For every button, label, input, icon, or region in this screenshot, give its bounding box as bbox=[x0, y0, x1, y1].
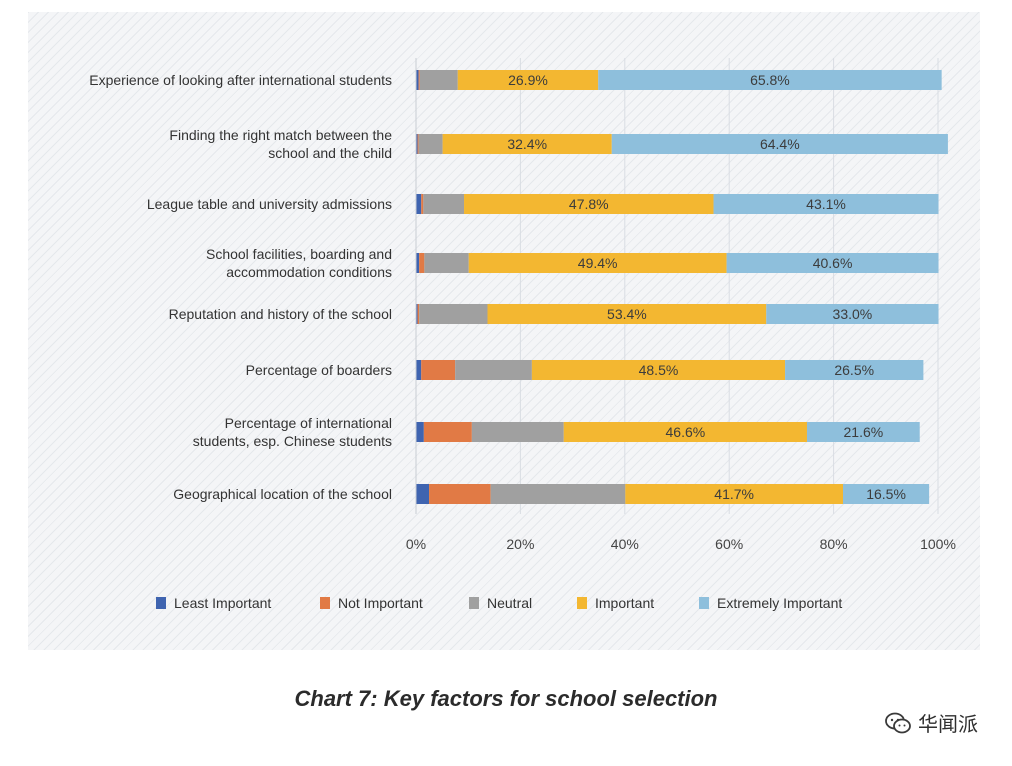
category-label: Finding the right match between the schoo… bbox=[169, 127, 392, 161]
bar-segment bbox=[713, 194, 939, 214]
data-label: 64.4% bbox=[760, 136, 800, 152]
bar-segment bbox=[416, 484, 430, 504]
stacked-bar-chart: 0% 20% 40% 60% 80% 100% Experience of looking … bbox=[89, 58, 956, 611]
bar-segment bbox=[416, 70, 419, 90]
bar-segment bbox=[416, 360, 422, 380]
bar-segment bbox=[424, 253, 469, 273]
legend-swatch bbox=[469, 597, 479, 609]
data-label: 47.8% bbox=[569, 196, 609, 212]
bar-segment bbox=[842, 484, 930, 504]
bar-segment bbox=[419, 304, 488, 324]
chart-panel: 0% 20% 40% 60% 80% 100% Experience of looking … bbox=[28, 12, 980, 650]
bar-segment bbox=[417, 304, 420, 324]
legend-swatch bbox=[699, 597, 709, 609]
data-label: 33.0% bbox=[833, 306, 873, 322]
data-label: 53.4% bbox=[607, 306, 647, 322]
bar-segment bbox=[416, 194, 422, 214]
data-label: 21.6% bbox=[844, 424, 884, 440]
x-tick-label: 80% bbox=[820, 536, 848, 552]
x-tick-label: 20% bbox=[506, 536, 534, 552]
bar-segment bbox=[464, 194, 714, 214]
category-label: School facilities, boarding and accommoda… bbox=[206, 246, 392, 280]
bar-segment bbox=[785, 360, 924, 380]
legend-label: Important bbox=[595, 595, 654, 611]
data-label: 43.1% bbox=[806, 196, 846, 212]
data-label: 49.4% bbox=[578, 255, 618, 271]
x-tick-label: 60% bbox=[715, 536, 743, 552]
bar-segment bbox=[416, 422, 424, 442]
bar-segment bbox=[418, 70, 420, 90]
bar-segment bbox=[455, 360, 532, 380]
data-label: 48.5% bbox=[639, 362, 679, 378]
bar-segment bbox=[563, 422, 807, 442]
legend-label: Least Important bbox=[174, 595, 271, 611]
watermark: 华闻派 bbox=[884, 708, 978, 737]
bar-segment bbox=[468, 253, 727, 273]
bar-segment bbox=[418, 134, 443, 154]
bar-segment bbox=[471, 422, 564, 442]
legend-swatch bbox=[156, 597, 166, 609]
bar-segment bbox=[625, 484, 843, 504]
bar-segment bbox=[531, 360, 786, 380]
bar-segment bbox=[419, 253, 425, 273]
x-tick-label: 40% bbox=[611, 536, 639, 552]
x-tick-label: 0% bbox=[406, 536, 426, 552]
bar-segment bbox=[457, 70, 599, 90]
bar-segment bbox=[806, 422, 920, 442]
bar-segment bbox=[598, 70, 942, 90]
category-label: League table and university admissions bbox=[147, 196, 392, 212]
bar-segment bbox=[442, 134, 612, 154]
x-tick-label: 100% bbox=[920, 536, 956, 552]
bar-segment bbox=[416, 304, 418, 324]
bar-segment bbox=[766, 304, 939, 324]
data-label: 26.5% bbox=[834, 362, 874, 378]
data-label: 26.9% bbox=[508, 72, 548, 88]
bar-segment bbox=[419, 70, 458, 90]
bar-segment bbox=[429, 484, 491, 504]
category-label: Reputation and history of the school bbox=[169, 306, 392, 322]
legend-label: Not Important bbox=[338, 595, 423, 611]
legend-swatch bbox=[320, 597, 330, 609]
watermark-text: 华闻派 bbox=[918, 714, 978, 736]
bar-segment bbox=[421, 360, 456, 380]
bar-segment bbox=[726, 253, 939, 273]
bar-segment bbox=[611, 134, 948, 154]
wechat-icon bbox=[885, 712, 911, 733]
legend-label: Neutral bbox=[487, 595, 532, 611]
category-label: Experience of looking after internationa… bbox=[89, 72, 392, 88]
legend-label: Extremely Important bbox=[717, 595, 842, 611]
data-label: 32.4% bbox=[507, 136, 547, 152]
data-label: 46.6% bbox=[666, 424, 706, 440]
bar-segment bbox=[423, 194, 465, 214]
data-label: 41.7% bbox=[714, 486, 754, 502]
bar-segment bbox=[421, 194, 424, 214]
category-label: Percentage of boarders bbox=[246, 362, 392, 378]
data-label: 65.8% bbox=[750, 72, 790, 88]
chart-caption: Chart 7: Key factors for school selectio… bbox=[294, 686, 718, 711]
bar-segment bbox=[416, 253, 420, 273]
data-label: 16.5% bbox=[866, 486, 906, 502]
bar-segment bbox=[417, 134, 419, 154]
bar-segment bbox=[487, 304, 767, 324]
bar-segment bbox=[490, 484, 626, 504]
category-label: Percentage of international students, esp… bbox=[193, 415, 392, 449]
data-label: 40.6% bbox=[813, 255, 853, 271]
legend-swatch bbox=[577, 597, 587, 609]
category-label: Geographical location of the school bbox=[173, 486, 392, 502]
bar-segment bbox=[416, 134, 418, 154]
bar-segment bbox=[423, 422, 472, 442]
